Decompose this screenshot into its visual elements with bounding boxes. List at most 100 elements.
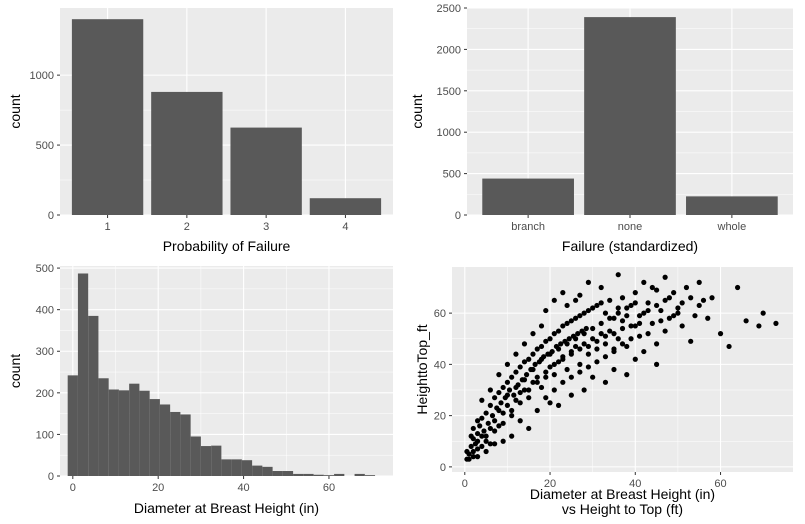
- scatter-point: [598, 331, 604, 337]
- x-tick-label: 2: [184, 221, 190, 233]
- scatter-point: [492, 441, 498, 447]
- scatter-point: [636, 313, 643, 319]
- scatter-point: [577, 369, 583, 375]
- scatter-point: [543, 369, 549, 375]
- scatter-point: [509, 407, 515, 414]
- scatter-point: [534, 407, 540, 414]
- scatter-point: [560, 290, 566, 296]
- scatter-point: [489, 413, 496, 419]
- x-tick-label: 1: [105, 221, 111, 233]
- scatter-point: [521, 359, 528, 365]
- scatter-point: [594, 338, 600, 344]
- y-tick-label: 2500: [437, 3, 461, 15]
- x-tick-label: 40: [237, 482, 249, 494]
- scatter-point: [705, 315, 711, 321]
- x-tick-label: 4: [342, 221, 348, 233]
- scatter-point: [526, 356, 532, 362]
- scatter-point: [500, 410, 506, 416]
- x-tick-label: none: [618, 221, 642, 233]
- scatter-point: [509, 433, 515, 439]
- scatter-point: [474, 438, 481, 444]
- x-tick-label: 60: [714, 478, 726, 490]
- histogram-bin: [108, 389, 119, 476]
- histogram-bin: [252, 465, 263, 476]
- x-tick-label: 0: [462, 478, 468, 490]
- scatter-point: [624, 313, 630, 319]
- y-tick-label: 1500: [437, 86, 461, 98]
- scatter-point: [547, 400, 553, 406]
- scatter-point: [590, 325, 596, 332]
- y-tick-label: 0: [48, 210, 54, 222]
- scatter-point: [509, 374, 515, 380]
- scatter-point: [487, 425, 493, 432]
- scatter-point: [726, 343, 732, 350]
- scatter-point: [619, 318, 626, 324]
- bar-4: [309, 198, 382, 215]
- scatter-point: [534, 379, 540, 385]
- scatter-point: [477, 423, 483, 429]
- x-axis-title: Probability of Failure: [163, 238, 291, 254]
- scatter-point: [602, 333, 609, 339]
- x-tick-label: 20: [544, 478, 556, 490]
- scatter-point: [530, 351, 536, 357]
- scatter-point: [523, 372, 530, 378]
- histogram-bin: [170, 411, 181, 476]
- scatter-point: [700, 297, 707, 303]
- histogram-bin: [354, 473, 365, 476]
- scatter-point: [760, 310, 766, 316]
- scatter-point: [534, 374, 540, 380]
- chart-panel-failure-standardized: 0 500 1000 1500 2000 2500 branch none whole Fail…: [409, 3, 793, 254]
- histogram-bin: [190, 436, 201, 476]
- scatter-point: [688, 295, 694, 301]
- scatter-point: [496, 407, 502, 414]
- scatter-point: [581, 387, 587, 393]
- scatter-point: [509, 413, 515, 419]
- scatter-point: [590, 305, 596, 311]
- x-tick-label: 20: [152, 482, 164, 494]
- y-tick-label: 500: [36, 263, 54, 275]
- scatter-point: [538, 343, 545, 350]
- scatter-point: [521, 341, 528, 347]
- scatter-point: [602, 379, 609, 385]
- x-tick-label: 40: [629, 478, 641, 490]
- scatter-point: [500, 420, 506, 426]
- y-tick-label: 200: [36, 388, 54, 400]
- scatter-point: [632, 290, 638, 296]
- y-tick-label: 1000: [30, 70, 54, 82]
- tick-labels: 0 500 1000 1 2 3 4: [30, 70, 349, 233]
- scatter-point: [521, 377, 528, 383]
- gridlines: [60, 266, 393, 477]
- histogram-bin: [241, 460, 253, 476]
- scatter-point: [581, 341, 587, 347]
- y-tick-label: 400: [36, 305, 54, 317]
- tick-labels: 0 100 200 300 400 500 0 20 40 60: [36, 263, 335, 494]
- y-tick-label: 300: [36, 346, 54, 358]
- scatter-point: [666, 315, 672, 321]
- tick-labels: 0 500 1000 1500 2000 2500 branch none whole: [437, 3, 747, 233]
- scatter-point: [526, 395, 532, 401]
- scatter-point: [487, 387, 493, 393]
- histogram-bin: [221, 459, 232, 476]
- scatter-point: [487, 441, 493, 447]
- histogram-bin: [129, 383, 140, 476]
- y-tick-label: 1000: [437, 127, 461, 139]
- scatter-point: [513, 351, 519, 357]
- scatter-point: [474, 446, 481, 452]
- x-axis-title: Diameter at Breast Height (in): [134, 500, 319, 516]
- x-axis-title-line2: vs Height to Top (ft): [562, 501, 683, 517]
- scatter-point: [551, 331, 557, 337]
- scatter-point: [598, 300, 604, 306]
- scatter-point: [568, 392, 574, 398]
- scatter-point: [551, 372, 557, 378]
- scatter-point: [602, 341, 609, 347]
- scatter-point: [483, 438, 489, 444]
- scatter-point: [504, 361, 511, 367]
- y-tick-label: 40: [434, 359, 446, 371]
- scatter-point: [560, 356, 566, 362]
- histogram-bin: [262, 466, 273, 476]
- scatter-point: [555, 346, 562, 352]
- scatter-point: [585, 343, 592, 350]
- y-tick-label: 2000: [437, 44, 461, 56]
- scatter-point: [583, 325, 589, 332]
- scatter-point: [492, 395, 498, 401]
